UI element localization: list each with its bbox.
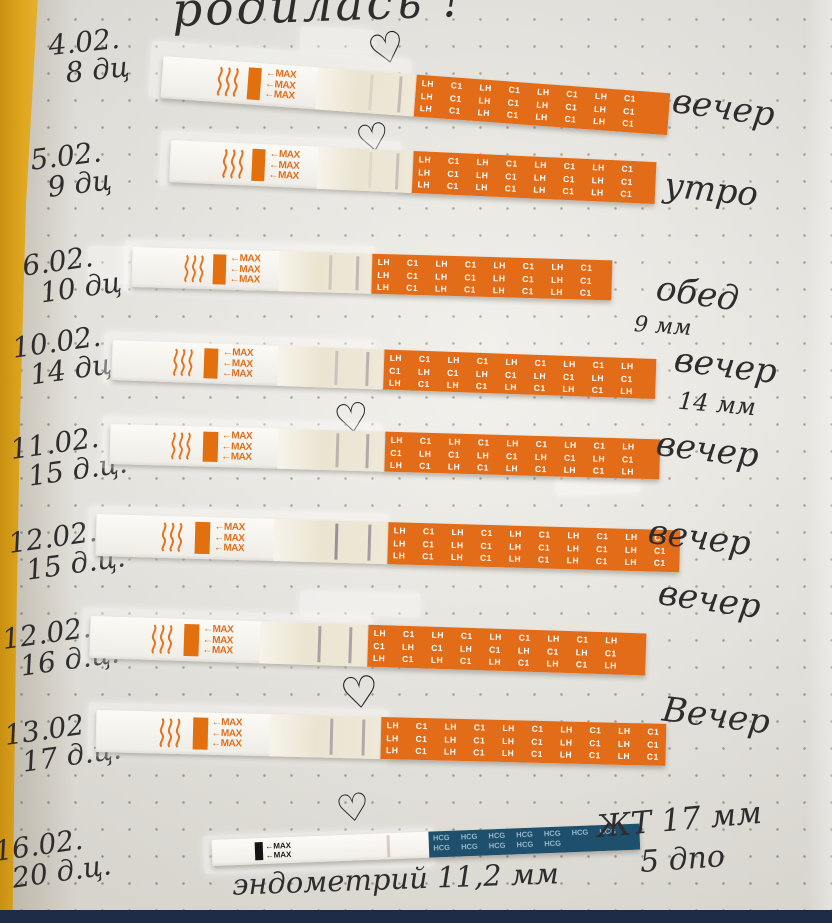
lh-test-strip: ←MAX ←MAX ←MAX LH C1 LH C1 LH C1 LH C1 L…: [95, 710, 667, 766]
strip-blank: [212, 838, 256, 866]
strip-blank: [109, 424, 160, 465]
strip-blank: [111, 340, 161, 382]
max-marks: ←MAX ←MAX ←MAX: [218, 344, 279, 386]
tape-piece: [299, 590, 421, 618]
max-marks: ←MAX ←MAX ←MAX: [198, 619, 260, 663]
measurement-text: 9 мм: [633, 312, 693, 341]
max-marks: ←MAX ←MAX ←MAX: [264, 144, 319, 188]
lh-test-strip: ←MAX ←MAX ←MAX LH C1 LH C1 LH C1 LH C1 L…: [131, 247, 613, 301]
lh-handle: LH C1 LH C1 LH C1 LH C1 LH C1 LH C1 LH C…: [387, 522, 681, 573]
result-window: [313, 832, 429, 862]
squiggle-icon: [206, 59, 250, 104]
result-window: [315, 67, 418, 117]
lh-test-strip: ←MAX ←MAX ←MAX LH C1 LH C1 LH C1 LH C1 L…: [109, 424, 661, 480]
max-marks: ←MAX ←MAX ←MAX: [260, 63, 319, 109]
date-label: 5.02. 9 дц: [28, 135, 113, 203]
max-arrow-label: ←MAX: [268, 169, 299, 183]
max-marks: ←MAX ←MAX ←MAX: [207, 713, 271, 757]
strip-blank: [95, 710, 147, 753]
page-edge-highlight: [806, 0, 832, 923]
lh-handle: LH C1 LH C1 LH C1 LH C1 LH C1 LH C1 LH C…: [384, 431, 661, 480]
orange-bar: [212, 254, 227, 285]
squiggle-icon: [213, 142, 254, 186]
max-arrow-label: ←MAX: [229, 273, 260, 286]
squiggle-icon: [159, 425, 204, 466]
orange-bar: [203, 348, 219, 379]
max-marks: ←MAX ←MAX ←MAX: [217, 427, 278, 469]
squiggle-icon: [175, 248, 214, 289]
max-arrow-label: ←MAX: [202, 644, 233, 657]
max-marks: ←MAX ←MAX ←MAX: [210, 517, 275, 561]
lh-handle: LH C1 LH C1 LH C1 LH C1 LH C1 LH C1 LH C…: [367, 624, 647, 676]
table-edge: [0, 910, 832, 923]
orange-bar: [194, 521, 211, 555]
orange-bar: [192, 717, 208, 750]
orange-bar: [202, 431, 218, 463]
squiggle-icon: [148, 515, 196, 558]
max-marks: ←MAX ←MAX ←MAX: [225, 250, 279, 291]
strip-blank: [169, 140, 215, 184]
squiggle-icon: [147, 711, 194, 754]
result-window: [273, 518, 389, 565]
strip-blank: [131, 247, 175, 288]
lh-handle: LH C1 LH C1 LH C1 LH C1 LH C1 LH C1 LH C…: [380, 716, 667, 766]
squiggle-icon: [139, 618, 185, 661]
heart-doodle: ♡: [333, 783, 373, 833]
lh-test-strip: ←MAX ←MAX ←MAX LH C1 LH C1 LH C1 LH C1 L…: [95, 514, 681, 573]
max-marks: ←MAX ←MAX: [262, 836, 314, 864]
strip-blank: [89, 616, 140, 660]
date-label: 6.02. 10 дц: [20, 240, 123, 310]
lh-test-strip: ←MAX ←MAX ←MAX LH C1 LH C1 LH C1 LH C1 L…: [111, 340, 657, 399]
max-arrow-label: ←MAX: [265, 849, 292, 860]
measurement-text: 5 дпо: [638, 839, 727, 880]
strip-blank: [160, 56, 209, 101]
max-arrow-label: ←MAX: [221, 451, 252, 464]
max-arrow-label: ←MAX: [211, 738, 242, 750]
lh-test-strip: ←MAX ←MAX ←MAX LH C1 LH C1 LH C1 LH C1 L…: [160, 56, 671, 136]
result-window: [269, 714, 382, 759]
lh-test-strip: ←MAX ←MAX ←MAX LH C1 LH C1 LH C1 LH C1 L…: [169, 140, 657, 205]
max-arrow-label: ←MAX: [213, 542, 245, 555]
lh-handle: LH C1 LH C1 LH C1 LH C1 LH C1 LH C1 LH C…: [371, 253, 613, 301]
squiggle-icon: [160, 342, 205, 383]
orange-bar: [183, 624, 200, 657]
date-label: 4.02. 8 дц: [47, 22, 131, 89]
lh-test-strip: ←MAX ←MAX ←MAX LH C1 LH C1 LH C1 LH C1 L…: [89, 616, 647, 676]
date-label: 10.02. 14 дц: [10, 320, 113, 392]
strip-blank: [95, 514, 149, 557]
max-arrow-label: ←MAX: [221, 368, 253, 381]
